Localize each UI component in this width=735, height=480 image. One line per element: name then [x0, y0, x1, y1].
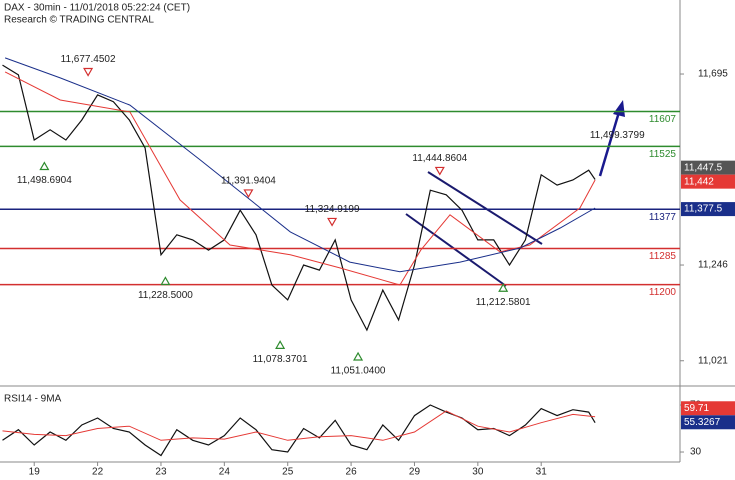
pivot-label: 11,078.3701 [253, 354, 308, 365]
series-line [2, 410, 596, 441]
target-label: 11,499.3799 [590, 130, 645, 141]
pivot-label: 11,324.9199 [305, 204, 360, 215]
series-line [2, 64, 596, 332]
x-tick-label: 31 [536, 467, 548, 478]
chart-subtitle: Research © TRADING CENTRAL [4, 15, 154, 26]
price-box [681, 160, 735, 175]
price-box-label: 55.3267 [684, 417, 721, 428]
x-tick-label: 29 [409, 467, 421, 478]
pivot-marker [83, 67, 94, 77]
pivot-marker [498, 283, 509, 292]
pivot-label: 11,391.9404 [221, 176, 276, 187]
rsi-title: RSI14 - 9MA [4, 394, 62, 405]
x-tick-label: 23 [155, 467, 167, 478]
pivot-label: 11,444.8604 [412, 153, 467, 164]
pivot-marker [327, 217, 338, 227]
channel-upper [427, 171, 543, 245]
y-tick-label: 11,695 [698, 69, 728, 80]
price-box-label: 11,447.5 [684, 162, 723, 173]
pivot-marker [275, 340, 286, 349]
pivot-label: 11,677.4502 [61, 54, 116, 65]
level-label: 11607 [649, 114, 677, 125]
price-box [681, 401, 735, 416]
level-label: 11377 [649, 212, 677, 223]
pivot-marker [160, 276, 171, 286]
level-label: 11200 [649, 287, 677, 298]
pivot-label: 11,228.5000 [138, 290, 193, 301]
pivot-label: 11,051.0400 [331, 366, 386, 377]
arrow-shaft [598, 111, 621, 177]
price-box [681, 202, 735, 217]
y-tick-label: 30 [690, 447, 702, 458]
target-arrow [598, 100, 625, 177]
series-line [2, 404, 596, 457]
pivot-marker [243, 189, 254, 199]
pivot-marker [353, 351, 364, 361]
level-label: 11525 [649, 149, 677, 160]
x-tick-label: 30 [472, 467, 484, 478]
pivot-marker [434, 166, 445, 176]
arrow-head [613, 100, 625, 117]
level-label: 11285 [649, 251, 677, 262]
pivot-label: 11,212.5801 [476, 297, 531, 308]
price-box [681, 415, 735, 430]
price-box [681, 174, 735, 189]
y-tick-label: 11,021 [698, 355, 728, 366]
price-box-label: 11,377.5 [684, 204, 723, 215]
series-line [4, 57, 596, 273]
pivot-marker [39, 161, 50, 171]
x-tick-label: 25 [282, 467, 294, 478]
price-box-label: 59.71 [684, 403, 709, 414]
x-tick-label: 24 [219, 467, 231, 478]
x-tick-label: 26 [346, 467, 358, 478]
chart-title: DAX - 30min - 11/01/2018 05:22:24 (CET) [4, 3, 190, 14]
x-tick-label: 19 [29, 467, 41, 478]
y-tick-label: 11,246 [698, 260, 728, 271]
pivot-label: 11,498.6904 [17, 175, 72, 186]
price-box-label: 11,442 [684, 176, 714, 187]
x-tick-label: 22 [92, 467, 104, 478]
